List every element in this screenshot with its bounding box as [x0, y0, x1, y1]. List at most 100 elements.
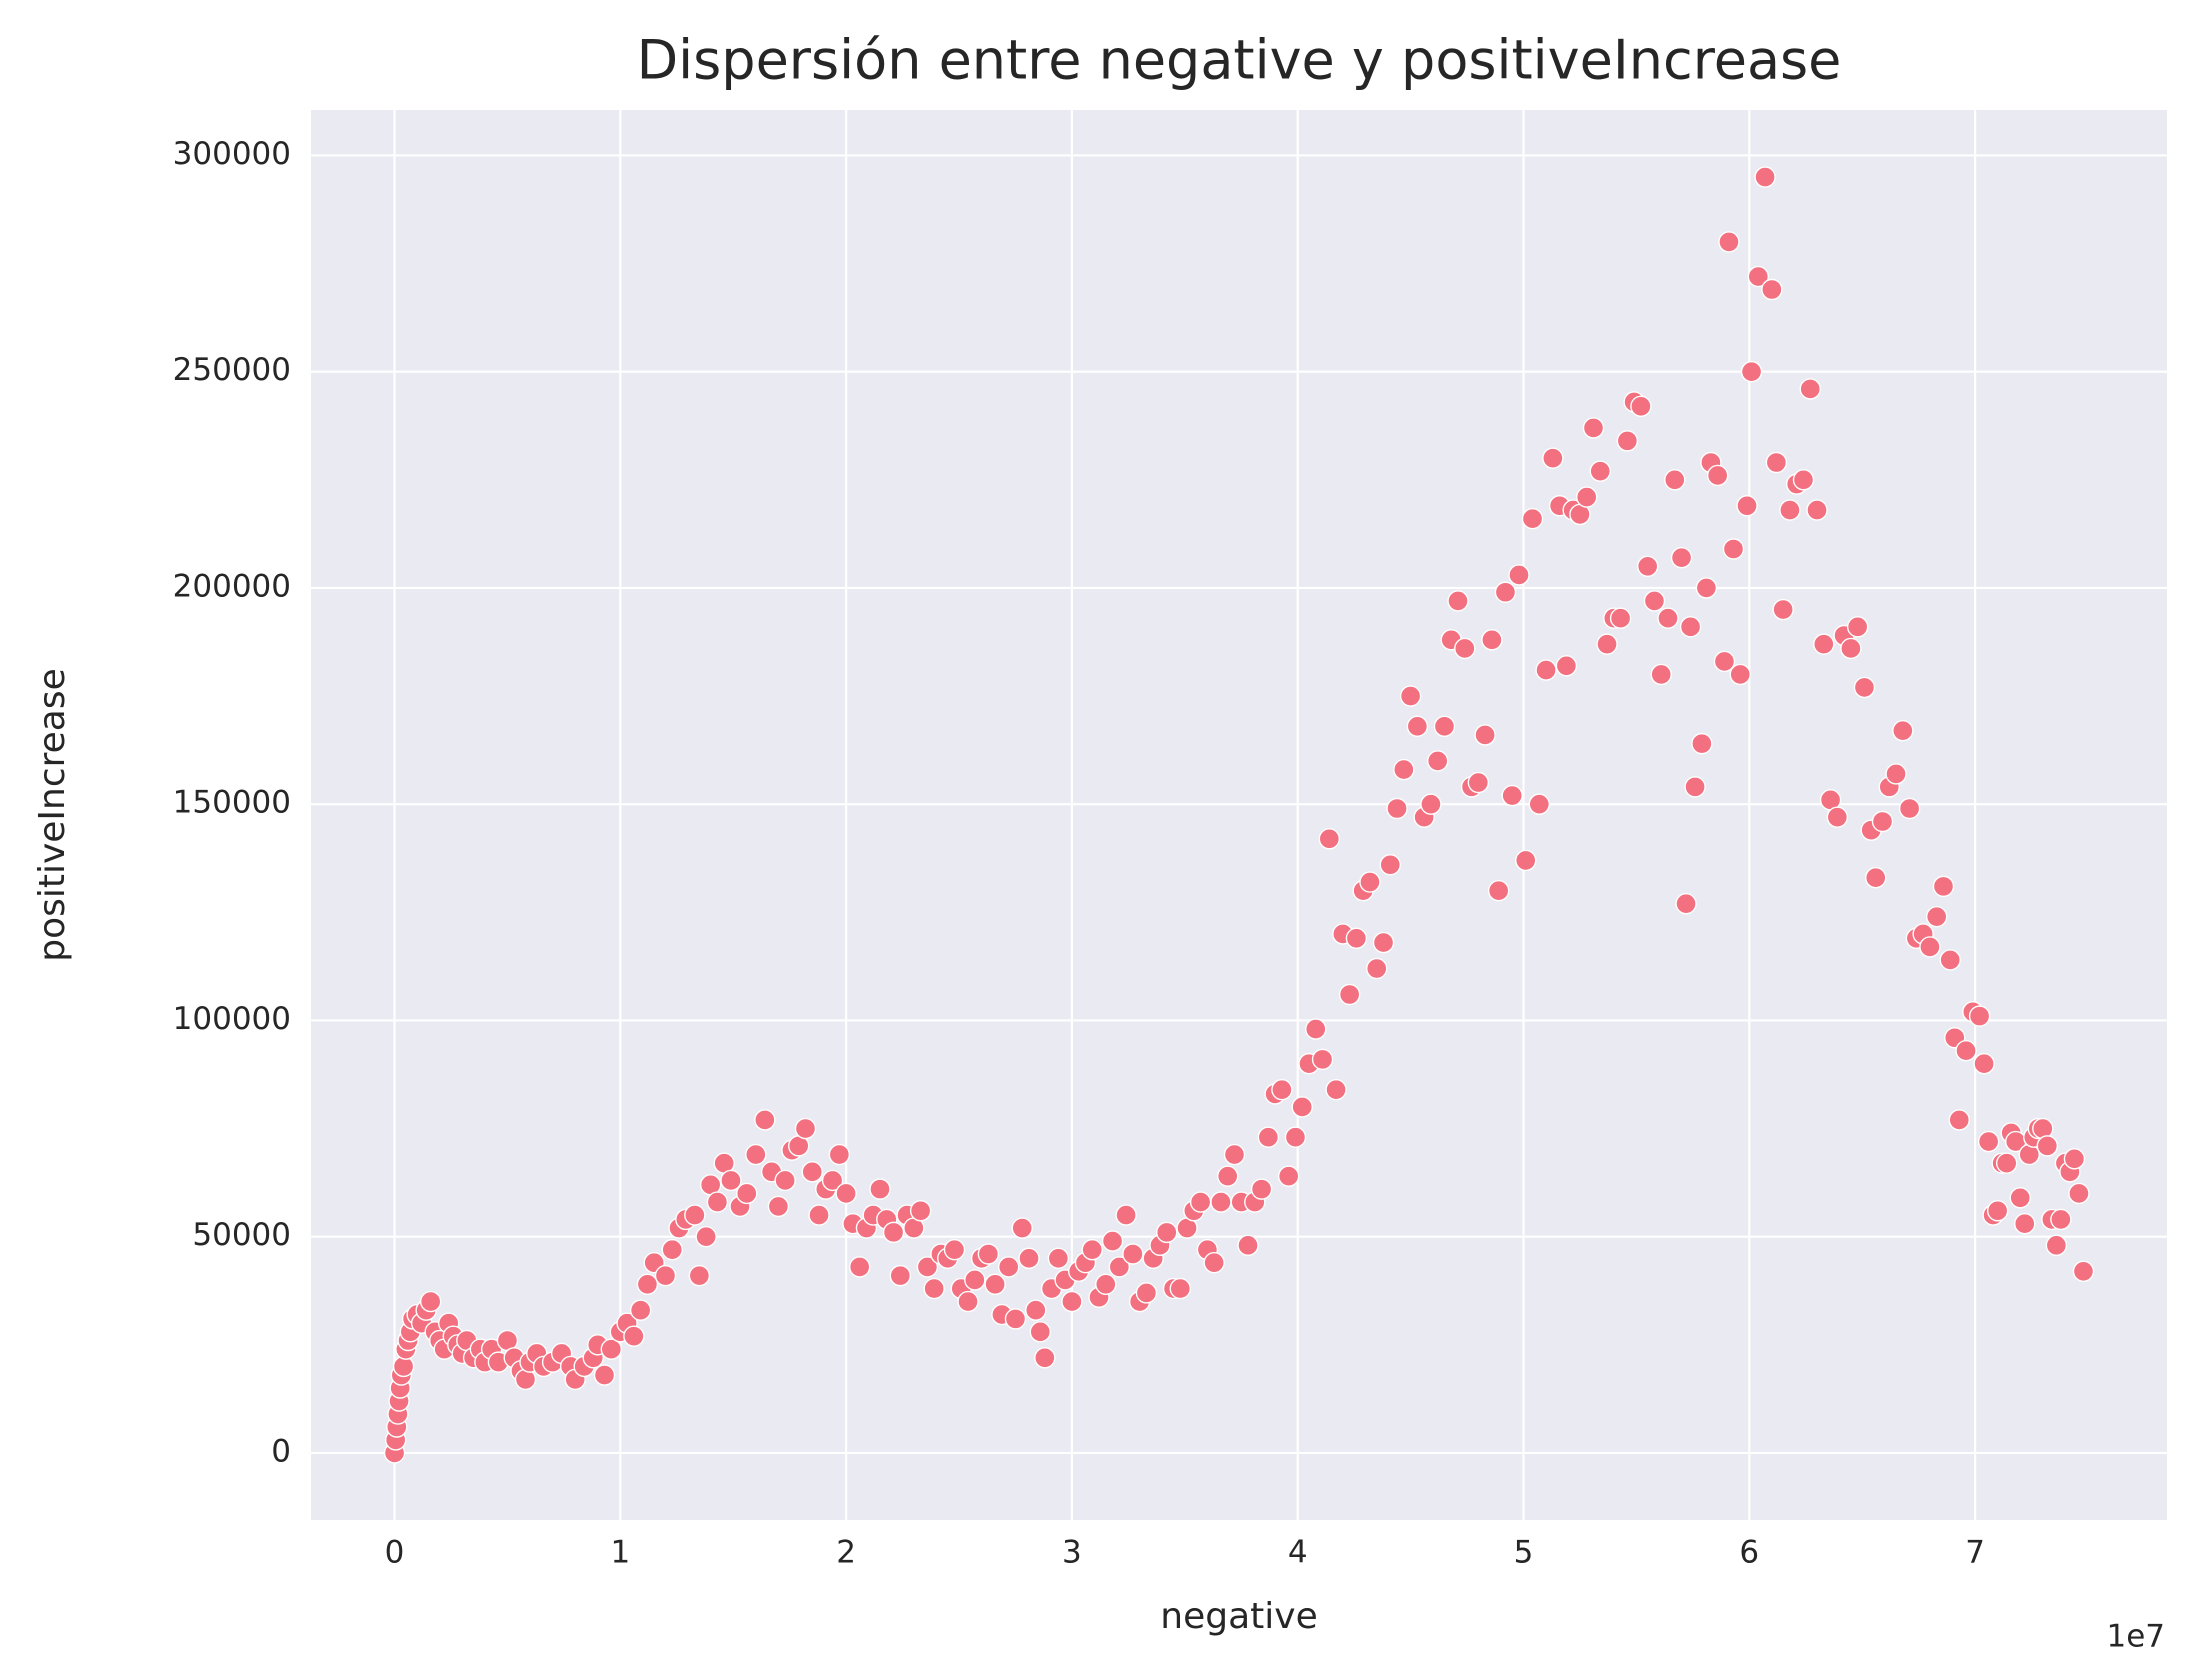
point	[2072, 1260, 2095, 1283]
point	[1576, 486, 1598, 508]
x-axis-label: negative	[1160, 1596, 1317, 1637]
point	[684, 1204, 706, 1226]
point	[1291, 1096, 1313, 1118]
x-tick-label: 7	[1965, 1535, 1985, 1571]
point	[1487, 879, 1510, 902]
point	[1898, 797, 1921, 820]
point	[1806, 499, 1828, 521]
point	[1501, 784, 1523, 807]
point	[1156, 1221, 1178, 1244]
point	[1740, 360, 1763, 383]
point	[1650, 663, 1672, 686]
point	[1892, 719, 1914, 742]
chart-title: Dispersión entre negative y positiveIncr…	[637, 29, 1842, 92]
point	[1691, 732, 1713, 755]
point	[997, 1256, 1020, 1278]
point	[1420, 793, 1442, 815]
point	[636, 1273, 659, 1295]
point	[1372, 931, 1395, 954]
point	[1846, 616, 1869, 638]
point	[629, 1299, 652, 1321]
point	[1494, 581, 1517, 603]
point	[1426, 750, 1449, 772]
point	[600, 1338, 623, 1360]
point	[1004, 1308, 1027, 1330]
point	[1406, 715, 1429, 738]
x-tick-label: 0	[385, 1535, 405, 1571]
point	[1636, 555, 1659, 578]
point	[774, 1169, 796, 1192]
point	[1670, 546, 1693, 569]
point	[794, 1117, 817, 1140]
point	[1515, 849, 1537, 872]
point	[1968, 1005, 1991, 1027]
x-tick-label: 4	[1288, 1535, 1308, 1571]
point	[1589, 460, 1611, 482]
point	[1318, 828, 1341, 850]
point	[1277, 1165, 1300, 1187]
point	[1736, 495, 1758, 517]
point	[1657, 607, 1679, 629]
point	[2045, 1234, 2068, 1257]
point	[1535, 659, 1557, 681]
point	[767, 1195, 790, 1218]
point	[1995, 1152, 2018, 1174]
point	[1826, 806, 1849, 828]
point	[1765, 451, 1788, 474]
point	[695, 1226, 717, 1248]
y-axis-label: positiveIncrease	[32, 668, 73, 962]
point	[1386, 797, 1408, 820]
point	[1366, 957, 1388, 980]
point	[593, 1364, 616, 1386]
point	[943, 1238, 966, 1261]
point	[754, 1109, 776, 1131]
point	[2063, 1148, 2086, 1170]
point	[923, 1277, 945, 1300]
point	[1081, 1238, 1103, 1261]
point	[1447, 590, 1469, 612]
point	[1467, 771, 1490, 794]
point	[1203, 1251, 1225, 1274]
point	[1359, 871, 1381, 893]
point	[2009, 1187, 2031, 1209]
point	[1122, 1243, 1144, 1265]
point	[848, 1256, 871, 1278]
y-tick-label: 200000	[173, 568, 291, 604]
point	[1061, 1290, 1083, 1313]
point	[1508, 564, 1530, 586]
y-tick-label: 0	[271, 1433, 291, 1469]
point	[964, 1269, 986, 1291]
point	[1271, 1078, 1293, 1101]
point	[2050, 1208, 2072, 1231]
point	[1325, 1078, 1347, 1101]
point	[1939, 949, 1961, 971]
point	[2036, 1135, 2059, 1157]
point	[1528, 793, 1551, 815]
point	[835, 1182, 857, 1205]
point	[821, 1169, 844, 1192]
point	[1101, 1230, 1124, 1252]
point	[801, 1161, 823, 1183]
point	[661, 1238, 683, 1261]
point	[1237, 1234, 1259, 1257]
point	[1885, 763, 1907, 785]
x-tick-label: 6	[1739, 1535, 1759, 1571]
point	[688, 1264, 711, 1287]
point	[1305, 1018, 1327, 1040]
x-tick-label: 2	[836, 1535, 856, 1571]
point	[2014, 1213, 2036, 1235]
point	[1722, 538, 1745, 560]
point	[1135, 1282, 1158, 1304]
point	[1223, 1143, 1246, 1166]
point	[1799, 378, 1821, 400]
point	[1609, 607, 1632, 629]
point	[1108, 1256, 1131, 1278]
point	[1779, 499, 1801, 521]
point	[1932, 875, 1955, 898]
point	[1250, 1178, 1273, 1200]
point	[889, 1264, 912, 1287]
point	[1095, 1273, 1117, 1295]
point	[1379, 854, 1401, 876]
point	[1630, 395, 1652, 417]
